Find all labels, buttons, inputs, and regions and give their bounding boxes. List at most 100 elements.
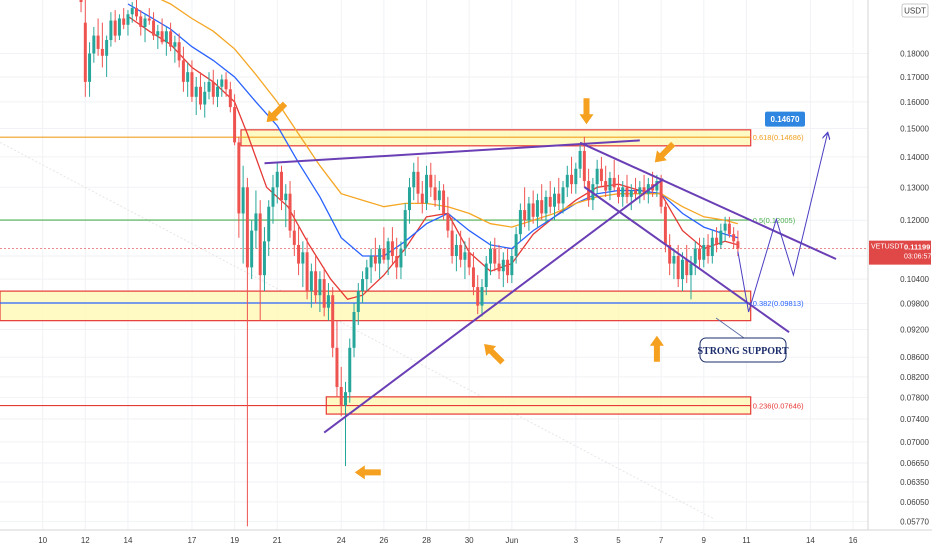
candle — [378, 244, 382, 280]
candle-body — [506, 259, 510, 276]
candle — [228, 81, 232, 113]
candle — [194, 76, 198, 115]
candle-body — [476, 287, 480, 306]
candle-body — [527, 203, 531, 221]
orange-arrow — [579, 98, 594, 125]
candle-body — [160, 31, 164, 43]
candle-body — [616, 187, 620, 197]
candle-body — [599, 168, 603, 182]
candle — [702, 237, 706, 268]
candle-body — [181, 60, 185, 82]
candle — [198, 72, 202, 110]
target-price-badge: 0.14670 — [765, 111, 805, 127]
candle — [484, 256, 488, 296]
candle — [190, 60, 194, 102]
candle-body — [484, 263, 488, 288]
candle-body — [177, 42, 181, 61]
candle — [621, 181, 625, 207]
candle — [433, 174, 437, 207]
current-price-box — [869, 240, 931, 265]
candle — [241, 165, 245, 264]
candle — [88, 42, 92, 97]
candle-body — [92, 35, 96, 54]
candle — [463, 241, 467, 280]
candle-body — [446, 213, 450, 231]
candle-body — [100, 48, 104, 56]
candle — [450, 216, 454, 264]
candle — [497, 244, 501, 280]
candle — [134, 0, 138, 21]
trendline — [264, 139, 640, 165]
candle-body — [642, 187, 646, 194]
candle — [540, 184, 544, 221]
orange-arrow — [649, 335, 664, 362]
candle-body — [663, 206, 667, 245]
orange-arrow-shape — [649, 335, 664, 362]
trendlines — [264, 133, 837, 434]
projection-path — [737, 133, 828, 313]
price-tick-label: 0.06050 — [900, 498, 929, 507]
candle — [322, 267, 326, 317]
candle — [553, 187, 556, 221]
candle-body — [134, 8, 138, 17]
candle — [267, 200, 271, 257]
candle-body — [190, 72, 194, 97]
candle — [356, 283, 360, 326]
candle — [156, 24, 160, 49]
candle-body — [450, 230, 454, 257]
candle — [676, 244, 680, 288]
candle — [331, 287, 335, 358]
candle — [574, 162, 578, 194]
candle — [523, 187, 527, 228]
candle-body — [352, 311, 356, 348]
candle — [284, 184, 288, 228]
candle-body — [723, 223, 727, 231]
candle-body — [152, 20, 156, 36]
candle — [395, 237, 399, 280]
candle-body — [582, 151, 586, 182]
time-tick-label: 7 — [659, 536, 664, 545]
candle — [130, 2, 134, 23]
time-tick-label: 14 — [806, 536, 815, 545]
candle — [680, 252, 684, 292]
orange-arrow-shape — [484, 344, 505, 365]
annotation-box — [699, 337, 787, 363]
candle — [109, 12, 113, 47]
candle — [386, 237, 390, 276]
candle — [715, 227, 719, 253]
orange-arrow-shape — [579, 98, 594, 125]
candle-body — [105, 39, 109, 56]
candle-body — [416, 171, 420, 194]
time-tick-label: 28 — [422, 536, 431, 545]
candle — [365, 259, 369, 292]
background-diagonal — [0, 141, 715, 520]
candle-body — [207, 81, 211, 92]
candle-body — [685, 259, 689, 276]
candle-body — [237, 142, 241, 214]
candle — [685, 244, 689, 284]
candle — [113, 10, 117, 43]
support-resistance-zone — [0, 290, 752, 322]
candle-body — [407, 187, 411, 211]
target-badge-box — [765, 111, 805, 127]
candle — [578, 145, 582, 178]
orange-arrow — [654, 141, 676, 163]
candle — [177, 33, 181, 68]
candle — [514, 227, 518, 264]
candle — [348, 338, 352, 403]
candle — [706, 234, 710, 264]
candle-body — [710, 237, 714, 257]
candle-body — [211, 81, 215, 97]
price-tick-label: 0.07000 — [900, 438, 929, 447]
candle-body — [702, 244, 706, 260]
price-tick-label: 0.12000 — [900, 216, 929, 225]
candle-body — [331, 295, 335, 348]
candle-body — [693, 248, 697, 264]
candle-body — [122, 18, 126, 25]
candle — [233, 94, 237, 146]
candle-body — [220, 79, 224, 87]
candle-body — [463, 252, 467, 260]
currency-box[interactable] — [901, 3, 929, 18]
candle — [518, 203, 522, 242]
